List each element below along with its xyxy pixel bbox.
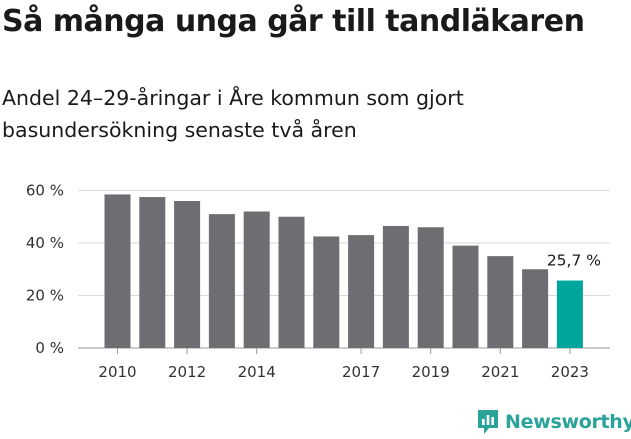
bar-2016	[313, 236, 340, 348]
gridlines	[78, 190, 610, 354]
bar-2020	[452, 245, 479, 348]
x-tick-label: 2014	[238, 363, 276, 381]
x-tick-label: 2021	[481, 363, 519, 381]
x-tick-label: 2023	[551, 363, 589, 381]
bar-2018	[382, 225, 409, 348]
bar-2019	[417, 227, 444, 348]
x-tick-label: 2019	[412, 363, 450, 381]
bar-2021	[487, 256, 514, 348]
x-tick-label: 2012	[168, 363, 206, 381]
chart-title: Så många unga går till tandläkaren	[2, 4, 585, 39]
y-tick-label: 20 %	[26, 287, 64, 305]
newsworthy-logo: Newsworthy	[476, 408, 631, 436]
y-tick-label: 0 %	[35, 339, 64, 357]
chart-subtitle: Andel 24–29-åringar i Åre kommun som gjo…	[2, 86, 464, 142]
bar-2022	[522, 269, 549, 348]
bar-2010	[104, 194, 131, 348]
bar-2015	[278, 216, 305, 348]
y-tick-label: 60 %	[26, 182, 64, 200]
bar-2011	[139, 197, 166, 348]
x-tick-label: 2017	[342, 363, 380, 381]
newsworthy-logo-icon	[478, 410, 498, 434]
labels: 0 % 20 % 40 % 60 % 25,7 % 2010 2012 2014 2017 201…	[26, 182, 601, 382]
data-label-2023: 25,7 %	[547, 252, 601, 270]
brand-name: Newsworthy	[505, 411, 631, 433]
y-tick-label: 40 %	[26, 234, 64, 252]
bar-2014	[243, 211, 270, 348]
x-tick-label: 2010	[98, 363, 136, 381]
bar-2023	[556, 280, 583, 348]
bar-2013	[208, 214, 235, 348]
bar-2012	[174, 201, 201, 348]
bars	[104, 194, 583, 348]
bar-2017	[348, 235, 375, 348]
